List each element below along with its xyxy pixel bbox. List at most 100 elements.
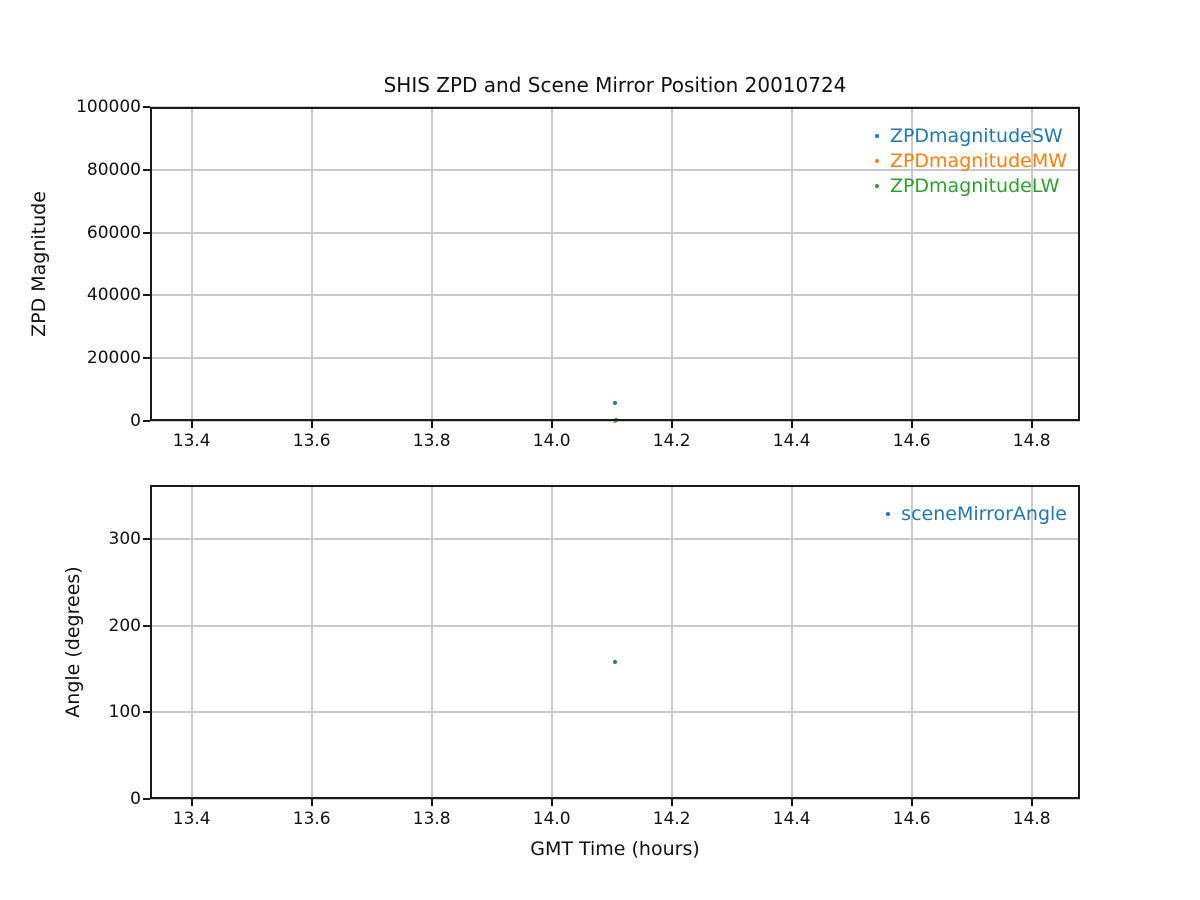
- y-tick: [143, 624, 150, 627]
- legend: ZPDmagnitudeSW ZPDmagnitudeMW ZPDmagnitude…: [864, 123, 1067, 198]
- x-tick: [790, 799, 793, 806]
- y-tick-label: 200: [108, 615, 141, 636]
- y-tick: [143, 106, 150, 108]
- x-tick-label: 14.6: [892, 431, 931, 451]
- x-tick: [910, 421, 913, 428]
- x-tick: [190, 799, 193, 806]
- x-gridline: [910, 485, 913, 799]
- y-gridline: [150, 711, 1080, 714]
- x-axis-label-gmt-time: GMT Time (hours): [530, 838, 700, 860]
- data-point-ZPDmagnitudeSW: [612, 401, 617, 406]
- y-tick-label: 100000: [76, 97, 141, 117]
- x-tick: [550, 799, 553, 806]
- chart-title: SHIS ZPD and Scene Mirror Position 20010…: [383, 73, 847, 97]
- dot-marker-icon: [874, 158, 879, 163]
- y-gridline: [150, 357, 1080, 360]
- legend-label: ZPDmagnitudeLW: [889, 174, 1060, 197]
- y-gridline: [150, 168, 1080, 171]
- x-gridline: [1030, 485, 1033, 799]
- dot-marker-icon: [874, 183, 879, 188]
- legend-item: ZPDmagnitudeSW: [864, 123, 1063, 148]
- x-gridline: [670, 107, 673, 421]
- legend-handle: [864, 183, 890, 188]
- y-tick-label: 60000: [86, 222, 141, 243]
- x-gridline: [310, 485, 313, 799]
- dot-marker-icon: [874, 133, 879, 138]
- dot-marker-icon: [886, 511, 891, 516]
- y-tick: [143, 168, 150, 171]
- x-tick: [670, 799, 673, 806]
- y-tick: [143, 357, 150, 360]
- y-tick-label: 0: [130, 789, 141, 809]
- x-gridline: [670, 485, 673, 799]
- legend-item: ZPDmagnitudeMW: [864, 148, 1067, 173]
- y-tick: [143, 294, 150, 297]
- x-gridline: [310, 107, 313, 421]
- x-tick: [910, 799, 913, 806]
- x-tick-label: 13.4: [172, 431, 211, 451]
- x-tick: [790, 421, 793, 428]
- legend-label: ZPDmagnitudeSW: [889, 124, 1063, 147]
- legend-label: sceneMirrorAngle: [901, 502, 1067, 525]
- legend-handle: [875, 511, 901, 516]
- x-tick-label: 14.6: [892, 809, 931, 829]
- y-axis-label-angle-degrees: Angle (degrees): [62, 566, 84, 718]
- x-tick: [310, 421, 313, 428]
- x-tick-label: 14.8: [1012, 809, 1051, 829]
- x-tick-label: 14.0: [532, 431, 571, 451]
- legend: sceneMirrorAngle: [875, 501, 1067, 526]
- x-tick: [550, 421, 553, 428]
- axes-spine-left: [150, 107, 152, 421]
- legend-handle: [864, 133, 890, 138]
- x-tick: [670, 421, 673, 428]
- x-tick: [1030, 421, 1033, 428]
- y-gridline: [150, 231, 1080, 234]
- x-tick: [430, 421, 433, 428]
- x-gridline: [550, 485, 553, 799]
- y-tick-label: 40000: [86, 285, 141, 306]
- y-tick: [143, 420, 150, 422]
- axes-spine-right: [1078, 107, 1080, 421]
- legend-item: ZPDmagnitudeLW: [864, 173, 1060, 198]
- x-tick-label: 14.4: [772, 431, 811, 451]
- y-tick: [143, 798, 150, 800]
- y-gridline: [150, 294, 1080, 297]
- x-gridline: [430, 107, 433, 421]
- x-gridline: [190, 485, 193, 799]
- x-tick-label: 14.2: [652, 431, 691, 451]
- y-axis-label-zpd-magnitude: ZPD Magnitude: [28, 191, 50, 337]
- legend-label: ZPDmagnitudeMW: [889, 149, 1067, 172]
- zpd-magnitude-plot: 13.4 13.6 13.8 14.0 14.2 14.4 14.6 14.8 0 20000 40…: [76, 97, 1080, 451]
- axes-spine-bottom: [150, 797, 1080, 799]
- x-tick: [430, 799, 433, 806]
- y-tick-label: 80000: [86, 159, 141, 180]
- x-gridline: [910, 107, 913, 421]
- x-tick-label: 13.8: [412, 809, 451, 829]
- x-tick-label: 14.0: [532, 809, 571, 829]
- y-tick-label: 0: [130, 411, 141, 431]
- x-tick: [1030, 799, 1033, 806]
- x-tick-label: 13.8: [412, 431, 451, 451]
- x-gridline: [430, 485, 433, 799]
- axes-spine-top: [150, 107, 1080, 109]
- axes-spine-top: [150, 485, 1080, 487]
- axes-spine-left: [150, 485, 152, 799]
- axes-spine-right: [1078, 485, 1080, 799]
- x-gridline: [1030, 107, 1033, 421]
- y-gridline: [150, 798, 1080, 800]
- x-tick-label: 13.4: [172, 809, 211, 829]
- x-tick: [310, 799, 313, 806]
- x-gridline: [190, 107, 193, 421]
- y-tick-label: 300: [108, 528, 141, 549]
- y-tick: [143, 711, 150, 714]
- axes-spine-bottom: [150, 419, 1080, 421]
- x-tick-label: 14.2: [652, 809, 691, 829]
- y-tick-label: 20000: [86, 348, 141, 369]
- y-tick-label: 100: [108, 702, 141, 723]
- x-tick-label: 14.8: [1012, 431, 1051, 451]
- y-gridline: [150, 537, 1080, 540]
- y-gridline: [150, 624, 1080, 627]
- y-tick: [143, 537, 150, 540]
- scene-mirror-angle-plot: 13.4 13.6 13.8 14.0 14.2 14.4 14.6 14.8 0 100 200 3…: [109, 485, 1080, 829]
